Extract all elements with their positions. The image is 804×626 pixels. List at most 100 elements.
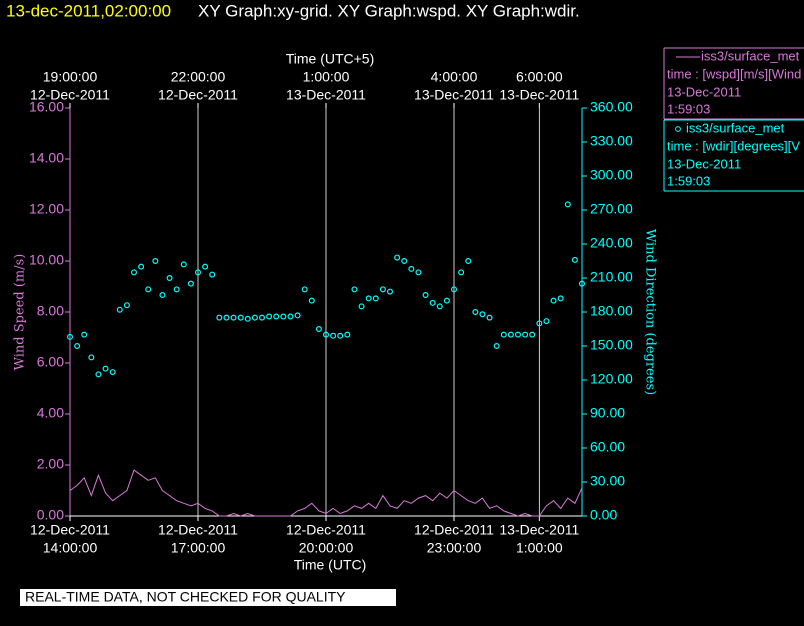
wdir-point	[273, 313, 280, 320]
x2-tick-label: 13-Dec-2011	[286, 87, 366, 103]
wdir-point	[280, 313, 287, 320]
legend-time: 1:59:03	[667, 173, 710, 188]
x-axis-label: Time (UTC)	[294, 557, 367, 573]
wdir-point	[529, 331, 536, 338]
wdir-point	[550, 297, 557, 304]
wdir-point	[465, 258, 472, 265]
wdir-point	[109, 369, 116, 376]
x2-tick-label: 13-Dec-2011	[499, 87, 579, 103]
legend-date: 13-Dec-2011	[667, 156, 741, 171]
wdir-point	[138, 263, 145, 270]
wdir-point	[323, 331, 330, 338]
wdir-point	[472, 309, 479, 316]
wdir-point	[443, 297, 450, 304]
wdir-point	[187, 280, 194, 287]
wdir-point	[337, 332, 344, 339]
x-tick-label: 12-Dec-2011	[30, 522, 110, 538]
y2-axis-label: Wind Direction (degrees)	[643, 229, 658, 395]
x2-tick-label: 1:00:00	[303, 69, 350, 85]
footer-box	[20, 589, 396, 606]
y-tick-label: 10.00	[29, 252, 64, 268]
wdir-point	[372, 295, 379, 302]
wdir-point	[259, 314, 266, 321]
wdir-point	[308, 297, 315, 304]
title-time: 13-dec-2011,02:00:00	[6, 1, 171, 20]
x-tick-label: 17:00:00	[171, 540, 226, 556]
wdir-point	[578, 280, 585, 287]
y2-tick-label: 150.00	[590, 337, 633, 353]
wdir-point	[244, 315, 251, 322]
y2-tick-label: 270.00	[590, 201, 633, 217]
wdir-point	[123, 302, 130, 309]
legend-name: iss3/surface_met	[686, 120, 785, 135]
y-tick-label: 0.00	[37, 507, 64, 523]
wdir-point	[522, 331, 529, 338]
wdir-point	[209, 271, 216, 278]
wdir-point	[223, 314, 230, 321]
wdir-point	[514, 331, 521, 338]
wdir-point	[145, 286, 152, 293]
x-tick-label: 20:00:00	[299, 540, 354, 556]
y-tick-label: 14.00	[29, 150, 64, 166]
wdir-point	[401, 258, 408, 265]
wdir-point	[344, 331, 351, 338]
chart-title: XY Graph:xy-grid. XY Graph:wspd. XY Grap…	[198, 1, 580, 20]
legend-name: iss3/surface_met	[701, 48, 800, 63]
wdir-point	[536, 320, 543, 327]
wdir-point	[202, 263, 209, 270]
wdir-point	[458, 269, 465, 276]
wdir-point	[408, 265, 415, 272]
x-tick-label: 14:00:00	[43, 540, 98, 556]
wdir-point	[557, 295, 564, 302]
y2-tick-label: 240.00	[590, 235, 633, 251]
wdir-point	[571, 256, 578, 263]
x2-tick-label: 6:00:00	[516, 69, 563, 85]
wdir-point	[66, 333, 73, 340]
wdir-point	[287, 313, 294, 320]
y2-tick-label: 360.00	[590, 99, 633, 115]
wdir-point	[365, 295, 372, 302]
legend-time: 1:59:03	[667, 101, 710, 116]
legend-text: time : [wspd][m/s][Wind	[667, 66, 801, 81]
footer: REAL-TIME DATA, NOT CHECKED FOR QUALITY	[25, 589, 346, 605]
wdir-point	[102, 365, 109, 372]
wdir-point	[166, 275, 173, 282]
wdir-point	[315, 326, 322, 333]
wdir-point	[251, 314, 258, 321]
wdir-point	[266, 313, 273, 320]
y2-tick-label: 180.00	[590, 303, 633, 319]
wdir-point	[415, 269, 422, 276]
x-tick-label: 12-Dec-2011	[414, 522, 494, 538]
x-tick-label: 12-Dec-2011	[158, 522, 238, 538]
y-tick-label: 6.00	[37, 354, 64, 370]
wdir-point	[451, 286, 458, 293]
wdir-point	[237, 314, 244, 321]
wdir-point	[543, 318, 550, 325]
wdir-point	[131, 269, 138, 276]
wdir-point	[394, 254, 401, 261]
y-tick-label: 12.00	[29, 201, 64, 217]
x2-tick-label: 4:00:00	[431, 69, 478, 85]
wdir-point	[88, 354, 95, 361]
y2-tick-label: 120.00	[590, 371, 633, 387]
wdir-point	[564, 201, 571, 208]
x-tick-label: 13-Dec-2011	[499, 522, 579, 538]
wdir-point	[436, 303, 443, 310]
wdir-point	[152, 258, 159, 265]
x2-tick-label: 12-Dec-2011	[30, 87, 110, 103]
y-tick-label: 16.00	[29, 99, 64, 115]
x2-axis-label: Time (UTC+5)	[286, 51, 375, 67]
wdir-point	[351, 286, 358, 293]
legend-text: time : [wdir][degrees][V	[667, 138, 800, 153]
wdir-point	[216, 314, 223, 321]
x2-tick-label: 22:00:00	[171, 69, 226, 85]
wdir-point	[358, 303, 365, 310]
wdir-point	[493, 343, 500, 350]
wdir-point	[422, 292, 429, 299]
y2-tick-label: 330.00	[590, 133, 633, 149]
wdir-point	[95, 371, 102, 378]
wdir-point	[379, 286, 386, 293]
y2-tick-label: 90.00	[590, 405, 625, 421]
legend-swatch	[675, 126, 681, 132]
